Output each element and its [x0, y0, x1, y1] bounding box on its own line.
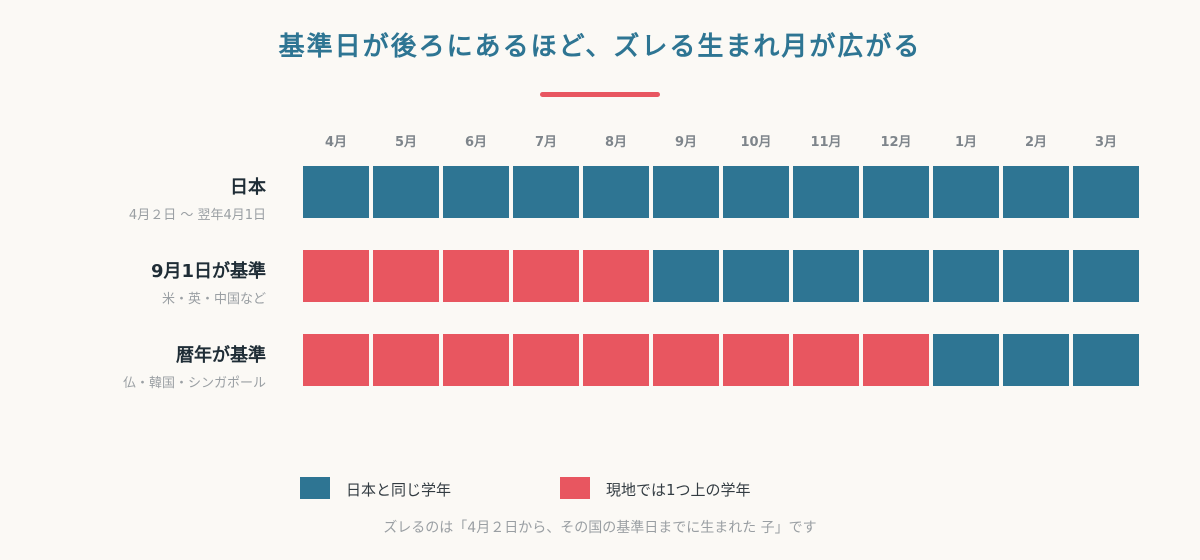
month-label: 9月	[674, 135, 698, 150]
cell-ahead	[373, 334, 439, 386]
row-label: 日本	[230, 177, 266, 198]
row-sublabel: 仏・韓国・シンガポール	[122, 376, 266, 391]
cell-ahead	[513, 334, 579, 386]
month-label: 12月	[880, 135, 912, 150]
cell-same	[513, 166, 579, 218]
cell-same	[793, 250, 859, 302]
cell-same	[723, 250, 789, 302]
legend-swatch-same	[300, 477, 330, 499]
month-label: 7月	[534, 135, 558, 150]
cell-same	[1003, 250, 1069, 302]
cell-same	[933, 334, 999, 386]
cell-ahead	[373, 250, 439, 302]
cell-ahead	[793, 334, 859, 386]
cell-same	[863, 166, 929, 218]
cell-same	[303, 166, 369, 218]
cell-ahead	[583, 334, 649, 386]
month-label: 3月	[1094, 135, 1118, 150]
cell-ahead	[583, 250, 649, 302]
month-label: 1月	[954, 135, 978, 150]
month-label: 5月	[394, 135, 418, 150]
month-label: 2月	[1024, 135, 1048, 150]
row-label: 9月1日が基準	[150, 261, 266, 282]
month-label: 10月	[740, 135, 772, 150]
cell-same	[583, 166, 649, 218]
month-label: 11月	[810, 135, 842, 150]
cell-same	[863, 250, 929, 302]
cell-ahead	[303, 250, 369, 302]
cell-same	[443, 166, 509, 218]
cell-same	[1003, 334, 1069, 386]
cell-same	[933, 166, 999, 218]
cell-same	[1003, 166, 1069, 218]
chart-title: 基準日が後ろにあるほど、ズレる生まれ月が広がる	[278, 32, 922, 62]
legend-label-same: 日本と同じ学年	[346, 481, 452, 499]
row-label: 暦年が基準	[176, 345, 266, 366]
cell-ahead	[723, 334, 789, 386]
legend-swatch-ahead	[560, 477, 590, 499]
cell-same	[653, 166, 719, 218]
cell-same	[373, 166, 439, 218]
cell-same	[933, 250, 999, 302]
legend-label-ahead: 現地では1つ上の学年	[606, 481, 751, 499]
cell-same	[793, 166, 859, 218]
title-underline	[540, 92, 660, 97]
cell-same	[1073, 250, 1139, 302]
cell-same	[653, 250, 719, 302]
month-label: 8月	[604, 135, 628, 150]
cell-ahead	[443, 334, 509, 386]
cell-same	[1073, 166, 1139, 218]
footnote: ズレるのは「4月２日から、その国の基準日までに生まれた 子」です	[383, 520, 817, 536]
cell-ahead	[443, 250, 509, 302]
cell-same	[1073, 334, 1139, 386]
cell-ahead	[653, 334, 719, 386]
row-sublabel: 4月２日 〜 翌年4月1日	[128, 208, 266, 223]
month-label: 6月	[464, 135, 488, 150]
cell-same	[723, 166, 789, 218]
row-sublabel: 米・英・中国など	[161, 292, 266, 307]
cell-ahead	[863, 334, 929, 386]
month-label: 4月	[324, 135, 348, 150]
cell-ahead	[303, 334, 369, 386]
cell-ahead	[513, 250, 579, 302]
